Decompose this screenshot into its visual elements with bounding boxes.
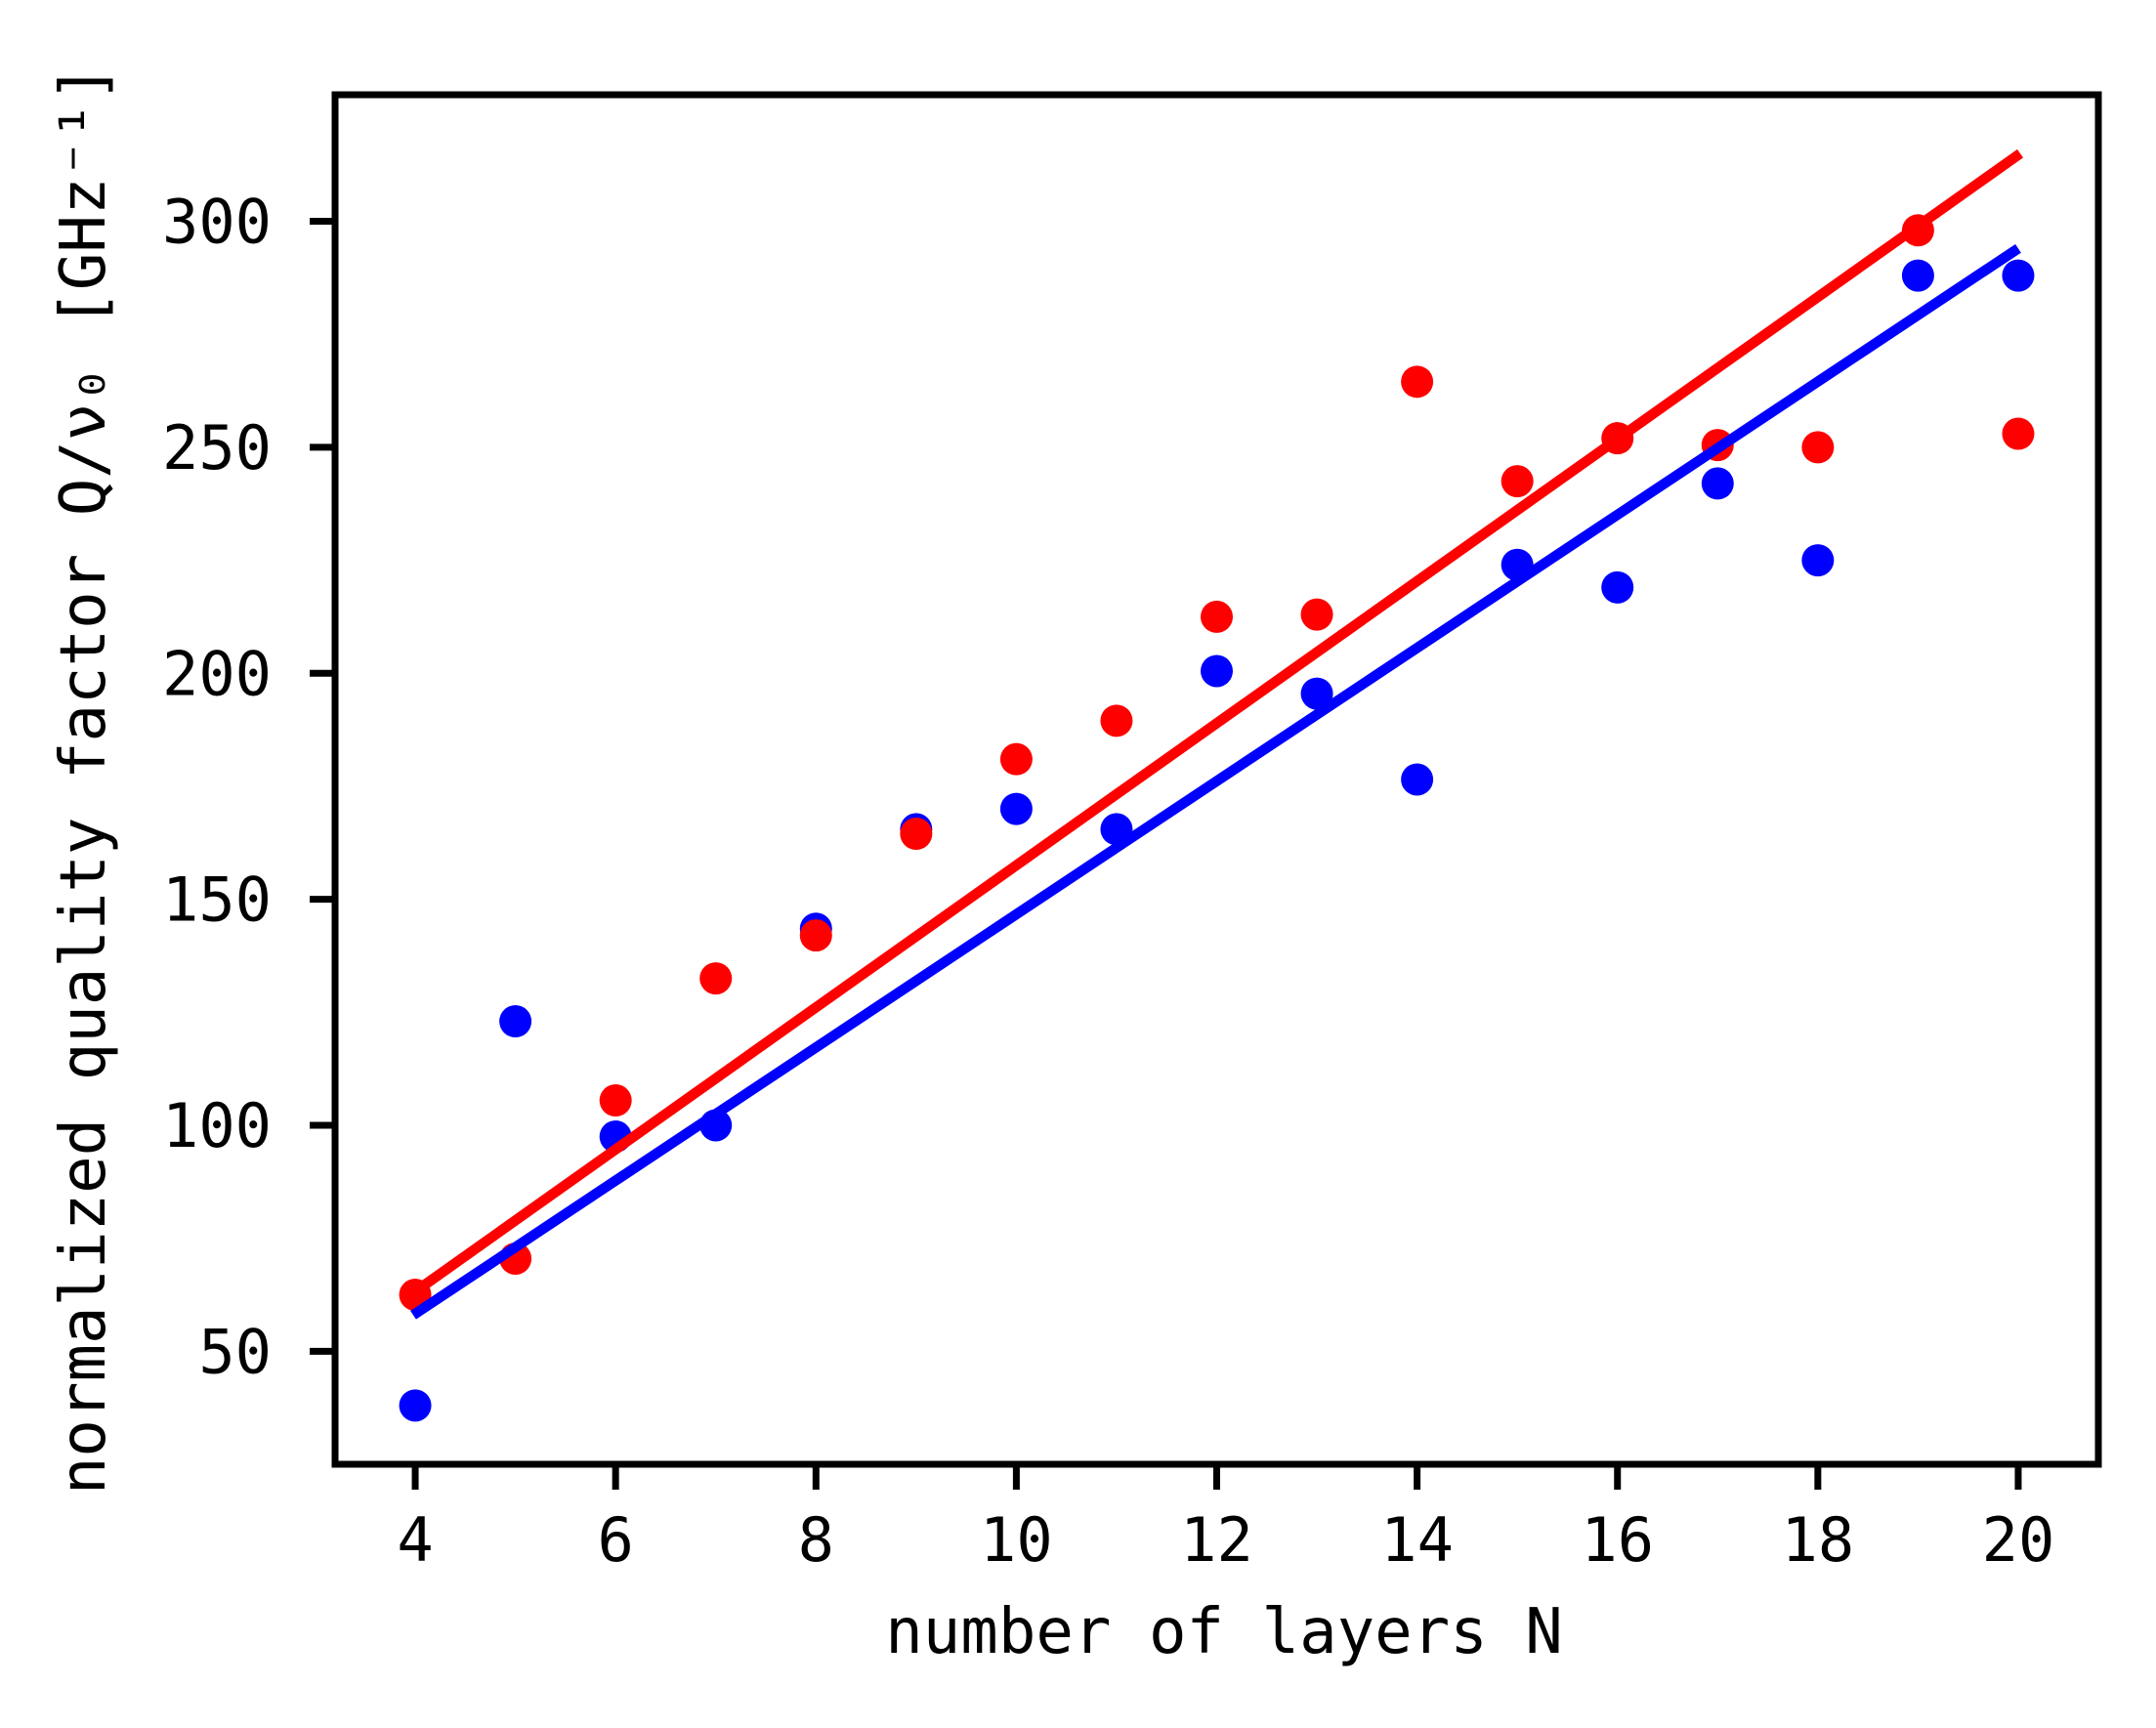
blue-data-points-marker bbox=[2002, 259, 2035, 292]
red-data-points-marker bbox=[599, 1084, 632, 1117]
x-tick-label: 10 bbox=[980, 1504, 1053, 1576]
blue-data-points-marker bbox=[1300, 677, 1333, 710]
blue-data-points-marker bbox=[1701, 467, 1734, 500]
red-data-points-marker bbox=[1201, 600, 1233, 633]
x-tick-label: 18 bbox=[1782, 1504, 1855, 1576]
red-data-points-marker bbox=[799, 919, 832, 952]
blue-data-points-marker bbox=[1801, 544, 1835, 577]
y-tick-label: 50 bbox=[198, 1316, 272, 1387]
plot-frame bbox=[331, 91, 2102, 1468]
y-tick-label: 300 bbox=[162, 187, 272, 258]
x-tick-label: 6 bbox=[597, 1504, 633, 1576]
red-data-points-marker bbox=[2002, 417, 2035, 450]
red-data-points-marker bbox=[1801, 431, 1835, 464]
blue-data-points-marker bbox=[1201, 654, 1233, 688]
x-tick-label: 14 bbox=[1380, 1504, 1454, 1576]
red-data-points-marker bbox=[900, 818, 933, 851]
blue-data-points-marker bbox=[499, 1005, 532, 1038]
y-tick-label: 250 bbox=[162, 412, 272, 484]
x-tick-label: 12 bbox=[1180, 1504, 1253, 1576]
axis-ticks-layer: 4 6 8 10 12 14 16 18 20 50 100 150 200 250 300 bbox=[162, 187, 2054, 1576]
x-tick-label: 16 bbox=[1581, 1504, 1654, 1576]
red-data-points-marker bbox=[699, 962, 733, 995]
red-data-points-marker bbox=[1401, 365, 1434, 399]
red-data-points-marker bbox=[1300, 598, 1333, 631]
red-data-points-marker bbox=[1100, 704, 1133, 738]
x-tick-label: 20 bbox=[1982, 1504, 2055, 1576]
red-fit-line bbox=[417, 148, 2024, 1292]
x-tick-label: 8 bbox=[798, 1504, 834, 1576]
x-axis-title: number of layers N bbox=[885, 1596, 1563, 1668]
red-data-points-marker bbox=[1501, 465, 1534, 498]
red-data-points-marker bbox=[999, 742, 1033, 776]
blue-data-points-marker bbox=[399, 1389, 432, 1422]
blue-data-points-marker bbox=[1601, 570, 1634, 604]
y-tick-label: 200 bbox=[162, 638, 272, 709]
blue-data-points-marker bbox=[1901, 259, 1934, 292]
y-tick-label: 100 bbox=[162, 1090, 272, 1161]
y-axis-title: normalized quality factor Q/ν₀ [GHz⁻¹] bbox=[48, 64, 120, 1495]
blue-fit-line bbox=[410, 243, 2021, 1320]
blue-data-points-marker bbox=[999, 792, 1033, 825]
plot-data-layer bbox=[399, 148, 2035, 1422]
x-tick-label: 4 bbox=[397, 1504, 433, 1576]
y-tick-label: 150 bbox=[162, 864, 272, 936]
blue-data-points-marker bbox=[1401, 763, 1434, 796]
plot-frame-layer bbox=[331, 91, 2102, 1468]
